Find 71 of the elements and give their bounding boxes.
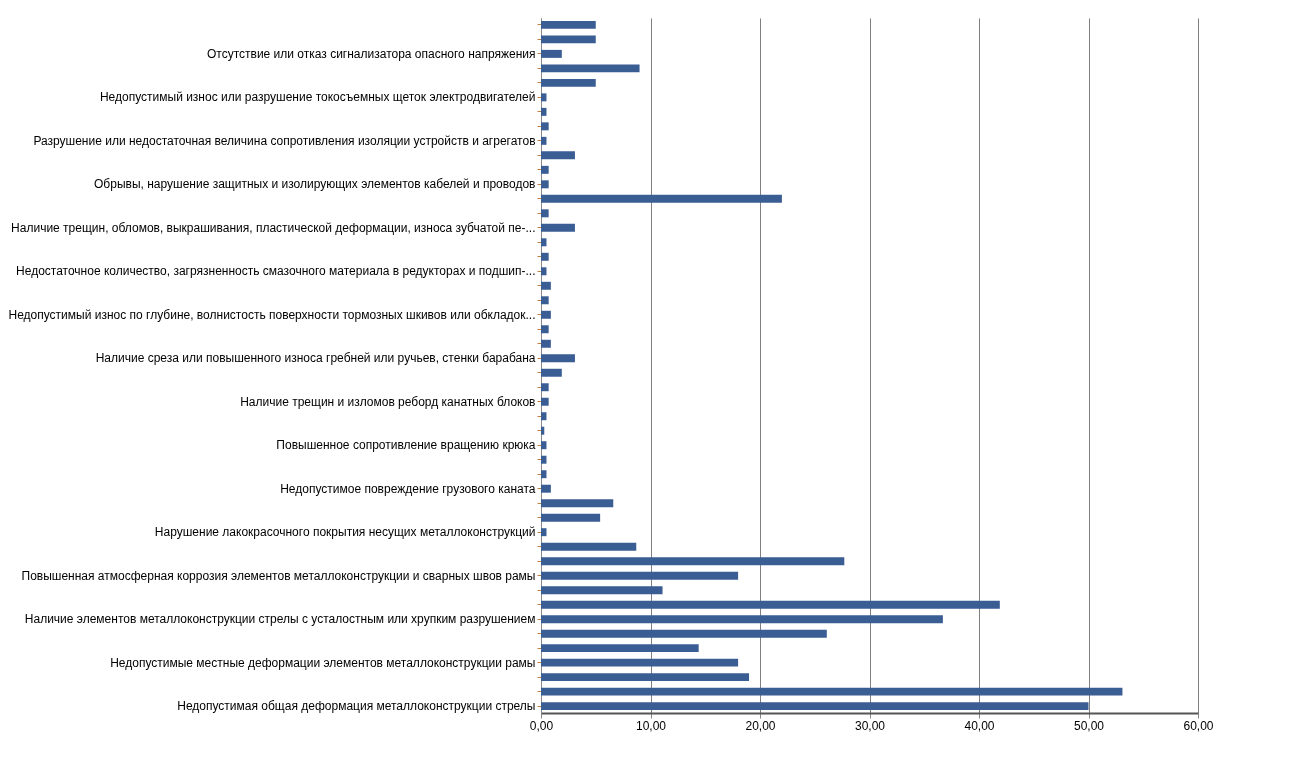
y-tick-label: Обрывы, нарушение защитных и изолирующих элементов кабелей и проводов (94, 177, 536, 192)
bar (541, 20, 596, 29)
bar (541, 180, 549, 189)
y-tick-label: Наличие трещин и изломов реборд канатных блоков (240, 394, 536, 409)
bar (541, 557, 845, 566)
bar (541, 426, 545, 435)
y-tick-label: Наличие трещин, обломов, выкрашивания, пластической деформации, износа зубчатой пе-... (11, 220, 536, 235)
bar (541, 151, 575, 160)
bar (541, 499, 614, 508)
y-tick-label: Недопустимое повреждение грузового каната (280, 481, 536, 496)
bar (541, 165, 549, 174)
bar (541, 339, 551, 348)
bar (541, 238, 547, 247)
bar (541, 586, 663, 595)
y-tick-label: Недопустимые местные деформации элементов металлоконструкции рамы (110, 655, 536, 670)
bar (541, 93, 547, 102)
bar (541, 107, 547, 116)
y-tick-label: Недостаточное количество, загрязненность смазочного материала в редукторах и подшип-... (16, 264, 536, 279)
y-tick-label: Наличие элементов металлоконструкции стрелы с усталостным или хрупким разрушением (24, 612, 536, 627)
x-tick-label: 50,00 (1073, 718, 1105, 733)
bar (541, 49, 562, 58)
bar (541, 296, 549, 305)
y-tick-label: Повышенная атмосферная коррозия элементов металлоконструкции и сварных швов рамы (21, 568, 536, 583)
bar (541, 615, 943, 624)
x-tick-label: 30,00 (854, 718, 886, 733)
y-tick-label: Повышенное сопротивление вращению крюка (276, 438, 536, 453)
bar (541, 412, 547, 421)
bar (541, 441, 547, 450)
bar (541, 354, 575, 363)
bar (541, 325, 549, 334)
bar (541, 383, 549, 392)
bar (541, 528, 547, 537)
y-tick-label: Недопустимая общая деформация металлоконструкции стрелы (177, 699, 536, 714)
bar (541, 223, 575, 232)
bar (541, 194, 782, 203)
x-tick-label: 10,00 (635, 718, 667, 733)
y-tick-label: Недопустимый износ или разрушение токосъемных щеток электродвигателей (99, 90, 536, 105)
bar (541, 455, 547, 464)
bar (541, 252, 549, 261)
y-tick-label: Недопустимый износ по глубине, волнистость поверхности тормозных шкивов или обкладок... (8, 307, 536, 322)
bar (541, 209, 549, 218)
bar (541, 368, 562, 377)
bar (541, 78, 596, 87)
y-tick-label: Наличие среза или повышенного износа гребней или ручьев, стенки барабана (95, 351, 536, 366)
bar (541, 470, 547, 479)
bar (541, 644, 699, 653)
bar (541, 513, 601, 522)
bar (541, 629, 827, 638)
y-tick-label: Разрушение или недостаточная величина сопротивления изоляции устройств и агрегатов (33, 133, 536, 148)
bar (541, 687, 1123, 696)
bar (541, 35, 596, 44)
y-tick-label: Нарушение лакокрасочного покрытия несущих металлоконструкций (154, 525, 536, 540)
bar (541, 281, 551, 290)
bar (541, 571, 739, 580)
bar (541, 397, 549, 406)
bar (541, 702, 1089, 711)
y-tick-label: Отсутствие или отказ сигнализатора опасного напряжения (206, 46, 536, 61)
x-tick-label: 40,00 (964, 718, 995, 733)
bar (541, 658, 739, 667)
bar (541, 542, 637, 551)
bar (541, 267, 547, 276)
bar (541, 64, 640, 73)
bar (541, 136, 547, 145)
x-tick-label: 0,00 (529, 718, 554, 733)
bar (541, 600, 1000, 609)
bar (541, 673, 750, 682)
bar (541, 122, 549, 131)
bar (541, 310, 551, 319)
x-tick-label: 20,00 (745, 718, 776, 733)
bar (541, 484, 551, 493)
x-tick-label: 60,00 (1183, 718, 1214, 733)
